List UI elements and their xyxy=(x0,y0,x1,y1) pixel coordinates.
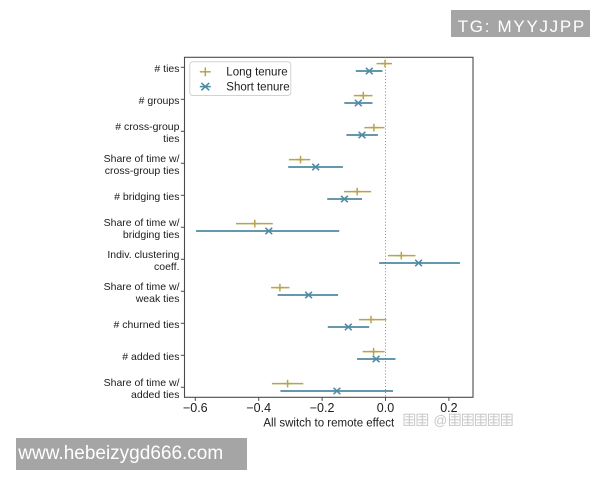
svg-text:cross-group ties: cross-group ties xyxy=(105,165,180,177)
svg-text:# added ties: # added ties xyxy=(122,351,179,363)
svg-text:Indiv. clustering: Indiv. clustering xyxy=(107,249,179,261)
svg-text:Share of time w/: Share of time w/ xyxy=(104,217,180,229)
svg-text:−0.6: −0.6 xyxy=(183,401,208,415)
svg-text:ties: ties xyxy=(163,133,179,145)
svg-text:Share of time w/: Share of time w/ xyxy=(104,281,180,293)
svg-text:@: @ xyxy=(434,413,448,428)
svg-text:coeff.: coeff. xyxy=(154,261,180,273)
svg-text:−0.4: −0.4 xyxy=(246,401,271,415)
svg-text:Short tenure: Short tenure xyxy=(226,81,289,93)
svg-text:# cross-group: # cross-group xyxy=(115,121,179,133)
svg-text:Long tenure: Long tenure xyxy=(226,67,287,79)
svg-text:# ties: # ties xyxy=(154,63,179,75)
svg-text:# churned ties: # churned ties xyxy=(114,319,180,331)
svg-text:−0.2: −0.2 xyxy=(310,401,335,415)
svg-text:# bridging ties: # bridging ties xyxy=(114,191,179,203)
svg-text:Share of time w/: Share of time w/ xyxy=(104,153,180,165)
svg-text:0.2: 0.2 xyxy=(440,401,457,415)
svg-text:weak ties: weak ties xyxy=(135,293,180,305)
svg-text:Share of time w/: Share of time w/ xyxy=(104,377,180,389)
svg-text:0.0: 0.0 xyxy=(377,401,394,415)
svg-text:# groups: # groups xyxy=(139,95,180,107)
svg-text:All switch to remote effect: All switch to remote effect xyxy=(263,418,395,430)
svg-text:bridging ties: bridging ties xyxy=(123,229,180,241)
svg-text:added ties: added ties xyxy=(131,389,179,401)
